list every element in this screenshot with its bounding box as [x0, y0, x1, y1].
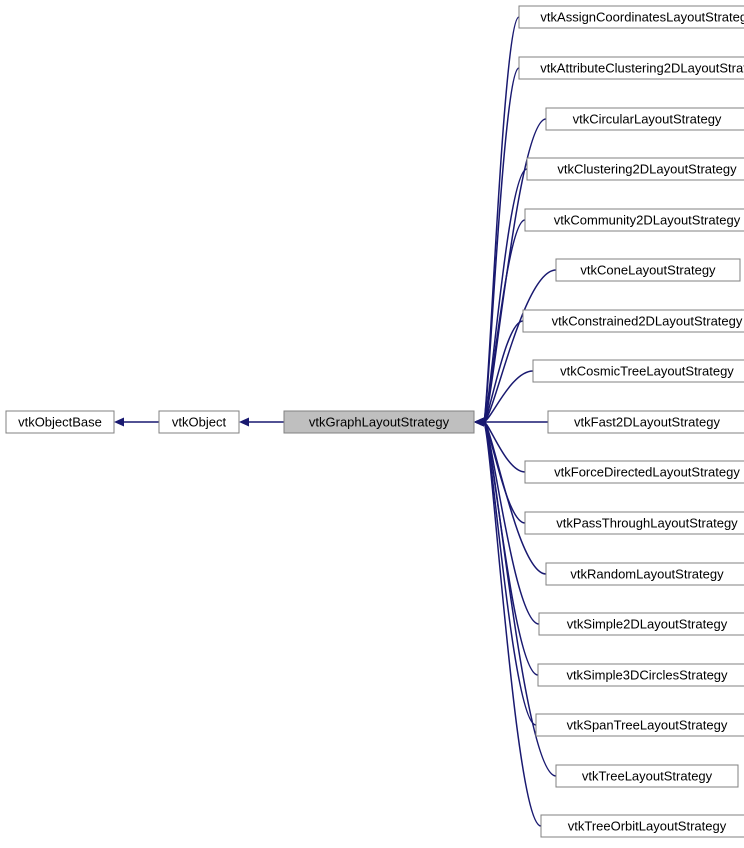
class-node-label: vtkSimple3DCirclesStrategy	[566, 667, 728, 682]
class-node-label: vtkObject	[172, 414, 227, 429]
class-node[interactable]: vtkConeLayoutStrategy	[556, 259, 740, 281]
class-node[interactable]: vtkRandomLayoutStrategy	[546, 563, 744, 585]
class-node[interactable]: vtkConstrained2DLayoutStrategy	[523, 310, 744, 332]
class-node-label: vtkCircularLayoutStrategy	[573, 111, 722, 126]
arrowhead-icon	[239, 418, 249, 427]
class-node-label: vtkClustering2DLayoutStrategy	[557, 161, 737, 176]
inheritance-diagram: vtkObjectBase vtkObject vtkGraphLayoutStra…	[0, 0, 744, 848]
class-node-label: vtkObjectBase	[18, 414, 102, 429]
class-node-label: vtkFast2DLayoutStrategy	[574, 414, 720, 429]
class-node[interactable]: vtkObjectBase	[6, 411, 114, 433]
arrowhead-icon	[474, 418, 484, 427]
inheritance-edge	[484, 220, 525, 422]
class-node-label: vtkConstrained2DLayoutStrategy	[552, 313, 743, 328]
class-node[interactable]: vtkTreeLayoutStrategy	[556, 765, 738, 787]
class-node-label: vtkCosmicTreeLayoutStrategy	[560, 363, 734, 378]
class-node[interactable]: vtkClustering2DLayoutStrategy	[527, 158, 744, 180]
class-node[interactable]: vtkFast2DLayoutStrategy	[548, 411, 744, 433]
class-node[interactable]: vtkAttributeClustering2DLayoutStrategy	[519, 57, 744, 79]
class-node-label: vtkRandomLayoutStrategy	[570, 566, 724, 581]
class-node-label: vtkSpanTreeLayoutStrategy	[567, 717, 728, 732]
class-node[interactable]: vtkTreeOrbitLayoutStrategy	[541, 815, 744, 837]
class-node[interactable]: vtkSimple3DCirclesStrategy	[538, 664, 744, 686]
class-node[interactable]: vtkSimple2DLayoutStrategy	[539, 613, 744, 635]
class-node[interactable]: vtkCommunity2DLayoutStrategy	[525, 209, 744, 231]
class-node-label: vtkForceDirectedLayoutStrategy	[554, 464, 740, 479]
class-node[interactable]: vtkSpanTreeLayoutStrategy	[536, 714, 744, 736]
class-node[interactable]: vtkGraphLayoutStrategy	[284, 411, 474, 433]
class-node-label: vtkTreeLayoutStrategy	[582, 768, 713, 783]
class-node-label: vtkSimple2DLayoutStrategy	[567, 616, 728, 631]
class-node[interactable]: vtkObject	[159, 411, 239, 433]
class-node[interactable]: vtkAssignCoordinatesLayoutStrategy	[519, 6, 744, 28]
class-node[interactable]: vtkCircularLayoutStrategy	[546, 108, 744, 130]
class-node-label: vtkCommunity2DLayoutStrategy	[554, 212, 741, 227]
class-node-label: vtkAssignCoordinatesLayoutStrategy	[540, 9, 744, 24]
arrowhead-icon	[114, 418, 124, 427]
class-node[interactable]: vtkForceDirectedLayoutStrategy	[525, 461, 744, 483]
inheritance-edge	[484, 68, 519, 422]
class-node-label: vtkGraphLayoutStrategy	[309, 414, 450, 429]
class-node[interactable]: vtkPassThroughLayoutStrategy	[525, 512, 744, 534]
class-node-label: vtkAttributeClustering2DLayoutStrategy	[540, 60, 744, 75]
class-node-label: vtkTreeOrbitLayoutStrategy	[568, 818, 727, 833]
class-node-label: vtkPassThroughLayoutStrategy	[556, 515, 738, 530]
class-node[interactable]: vtkCosmicTreeLayoutStrategy	[533, 360, 744, 382]
class-node-label: vtkConeLayoutStrategy	[580, 262, 716, 277]
